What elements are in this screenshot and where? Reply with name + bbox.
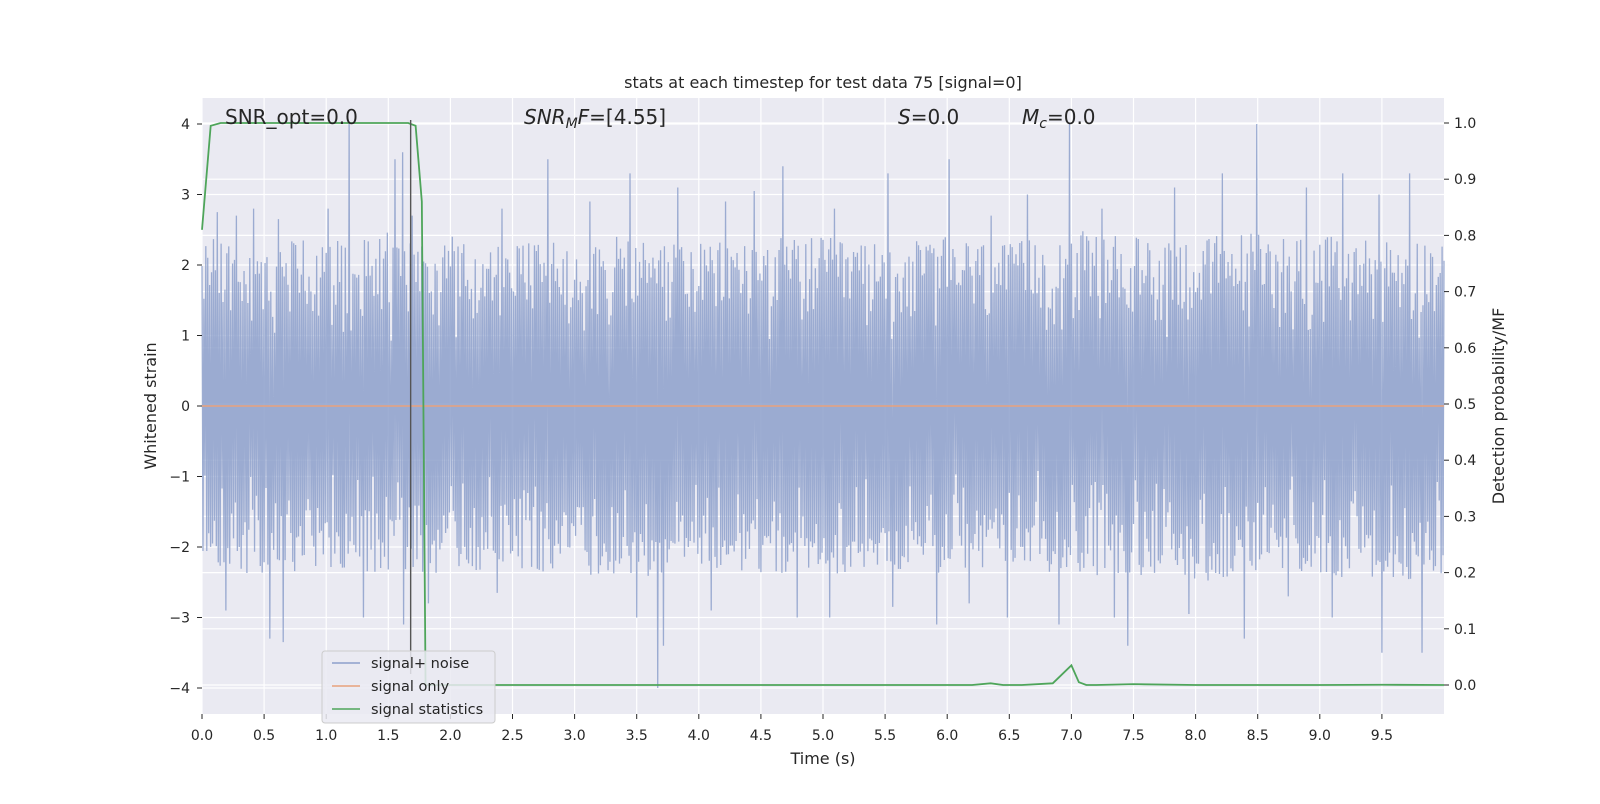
signal-noise-series <box>201 123 1445 689</box>
mc-value: =0.0 <box>1047 105 1096 129</box>
x-tick-label: 5.5 <box>874 728 896 744</box>
signal-noise-line <box>201 123 1445 689</box>
y-tick-label: 2 <box>181 258 190 274</box>
y-right-tick-label: 0.1 <box>1454 622 1476 638</box>
x-tick-label: 9.5 <box>1371 728 1393 744</box>
x-tick-label: 1.0 <box>315 728 337 744</box>
x-tick-label: 5.0 <box>812 728 834 744</box>
x-tick-label: 8.0 <box>1184 728 1206 744</box>
mc-sub: c <box>1039 116 1047 132</box>
s-annotation: S=0.0 <box>898 105 959 129</box>
mc-annotation: Mc=0.0 <box>1022 105 1096 132</box>
x-tick-label: 6.5 <box>998 728 1020 744</box>
legend-box <box>321 650 496 724</box>
s-value: =0.0 <box>911 105 960 129</box>
x-tick-label: 6.0 <box>936 728 958 744</box>
x-tick-label: 1.5 <box>377 728 399 744</box>
x-axis-label: Time (s) <box>789 749 855 768</box>
legend-label-signal-noise: signal+ noise <box>371 656 469 672</box>
y-tick-label: −3 <box>169 611 190 627</box>
y-right-tick-label: 0.2 <box>1454 566 1476 582</box>
x-tick-label: 9.0 <box>1309 728 1331 744</box>
snr-opt-annotation: SNR_opt=0.0 <box>225 105 358 129</box>
x-tick-label: 3.0 <box>563 728 585 744</box>
y-tick-label: 4 <box>181 117 190 133</box>
mc-label: M <box>1022 105 1039 129</box>
y-tick-label: 3 <box>181 188 190 204</box>
x-tick-label: 4.5 <box>750 728 772 744</box>
x-tick-label: 0.0 <box>191 728 213 744</box>
signal-statistics-series <box>201 122 1445 686</box>
x-tick-label: 3.5 <box>626 728 648 744</box>
legend-label-signal-statistics: signal statistics <box>371 702 483 718</box>
y-right-tick-label: 1.0 <box>1454 116 1476 132</box>
legend: signal+ noise signal only signal statist… <box>321 650 496 724</box>
y-tick-label: 1 <box>181 329 190 345</box>
snr-mf-italic: SNR <box>524 105 566 129</box>
y-right-axis-ticks: 1.0 0.9 0.8 0.7 0.6 0.5 0.4 0.3 0.2 0.1 0.0 <box>1444 116 1476 694</box>
x-tick-label: 8.5 <box>1247 728 1269 744</box>
y-right-tick-label: 0.3 <box>1454 509 1476 525</box>
y-axis-ticks: 4 3 2 1 0 −1 −2 −3 −4 <box>169 117 202 697</box>
x-tick-label: 7.0 <box>1060 728 1082 744</box>
y-tick-label: −1 <box>169 470 190 486</box>
x-tick-label: 4.0 <box>688 728 710 744</box>
y-right-tick-label: 0.9 <box>1454 172 1476 188</box>
signal-statistics-line <box>201 122 1445 686</box>
y-right-tick-label: 0.0 <box>1454 678 1476 694</box>
y-tick-label: −4 <box>169 681 190 697</box>
chart-title: stats at each timestep for test data 75 … <box>624 73 1022 92</box>
annotations: SNR_opt=0.0 SNRMF=[4.55] S=0.0 Mc=0.0 <box>225 105 1096 132</box>
y-right-tick-label: 0.6 <box>1454 341 1476 357</box>
legend-label-signal-only: signal only <box>371 679 450 695</box>
x-tick-label: 7.5 <box>1122 728 1144 744</box>
x-tick-label: 2.0 <box>439 728 461 744</box>
y-tick-label: 0 <box>181 399 190 415</box>
y-axis-label: Whitened strain <box>141 342 160 469</box>
y-right-tick-label: 0.5 <box>1454 397 1476 413</box>
snr-mf-value: =[4.55] <box>589 105 666 129</box>
x-axis-ticks: 0.0 0.5 1.0 1.5 2.0 2.5 3.0 3.5 4.0 4.5 5.0 5.5 6.0 6… <box>191 714 1393 744</box>
y-right-tick-label: 0.7 <box>1454 285 1476 301</box>
snr-mf-f: F <box>578 105 590 129</box>
y-right-tick-label: 0.8 <box>1454 228 1476 244</box>
y-right-tick-label: 0.4 <box>1454 453 1476 469</box>
y-right-axis-label: Detection probability/MF <box>1489 308 1508 505</box>
s-label: S <box>898 105 911 129</box>
x-tick-label: 2.5 <box>501 728 523 744</box>
y-tick-label: −2 <box>169 540 190 556</box>
x-tick-label: 0.5 <box>253 728 275 744</box>
snr-mf-sub: M <box>566 116 578 132</box>
snr-mf-annotation: SNRMF=[4.55] <box>524 105 666 132</box>
